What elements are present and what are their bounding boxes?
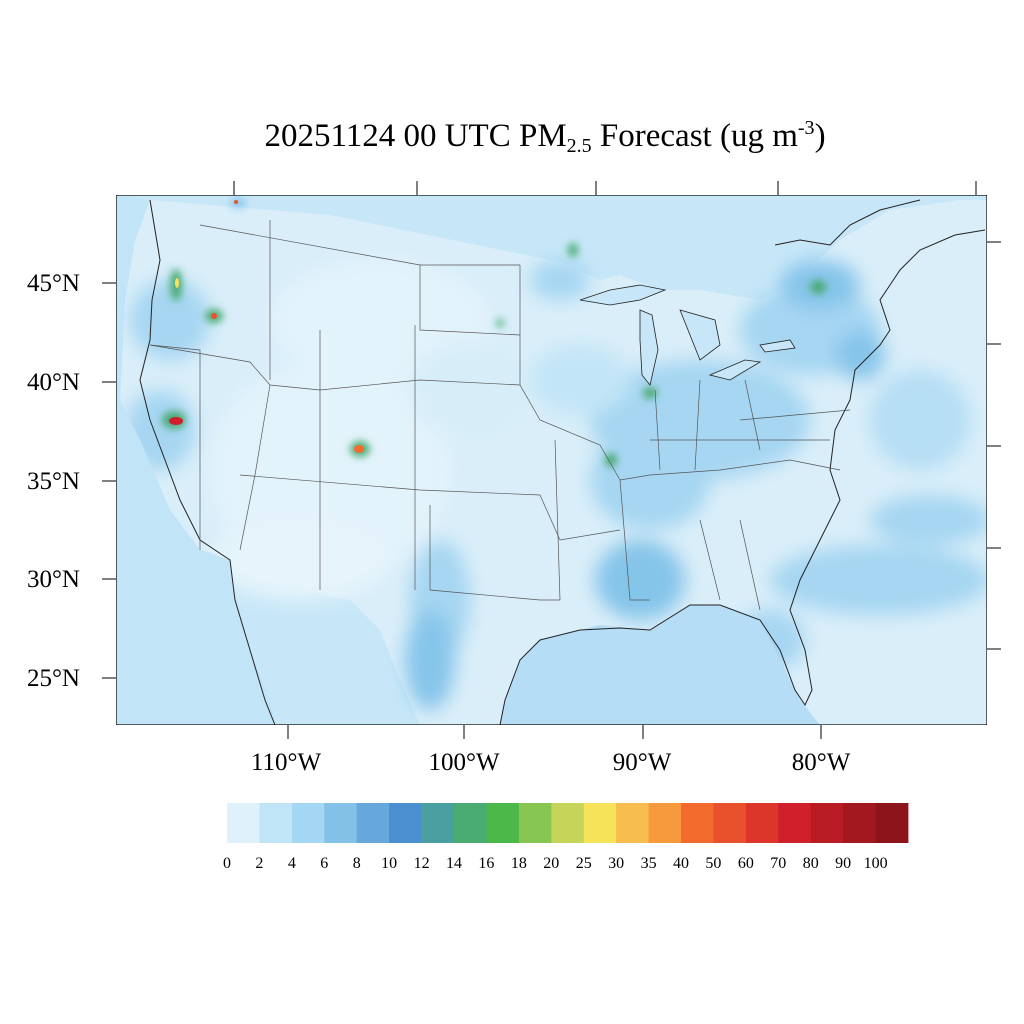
colorbar-label: 90 <box>835 855 851 872</box>
colorbar-swatch <box>713 803 747 843</box>
title-time: 00 UTC <box>403 118 511 154</box>
lat-label: 30°N <box>27 566 80 593</box>
lat-label: 45°N <box>27 270 80 297</box>
colorbar-swatch <box>648 803 682 843</box>
lat-label: 35°N <box>27 468 80 495</box>
lake-huron <box>679 309 721 361</box>
lake-superior <box>579 284 667 306</box>
colorbar-label: 16 <box>478 855 494 872</box>
longitude-labels: 110°W 100°W 90°W 80°W <box>251 749 851 776</box>
colorbar-swatch <box>518 803 552 843</box>
map-panel <box>116 195 987 725</box>
pacific-ocean <box>116 195 275 725</box>
colorbar-label: 80 <box>803 855 819 872</box>
colorbar-swatch <box>745 803 779 843</box>
colorbar-swatch <box>227 803 260 843</box>
colorbar-label: 70 <box>770 855 786 872</box>
colorbar-swatch <box>324 803 358 843</box>
map-title: 20251124 00 UTC PM2.5 Forecast (ug m-3) <box>0 118 1024 156</box>
title-pollutant-subscript: 2.5 <box>566 135 592 157</box>
colorbar-swatch <box>843 803 876 843</box>
colorbar-label: 14 <box>446 855 462 872</box>
colorbar-swatch <box>356 803 390 843</box>
colorbar-swatch <box>681 803 714 843</box>
colorbar-swatch <box>778 803 812 843</box>
colorbar-swatch <box>583 803 617 843</box>
colorbar-label: 30 <box>608 855 624 872</box>
colorbar-swatch <box>259 803 293 843</box>
colorbar-label: 18 <box>511 855 527 872</box>
colorbar-swatch <box>389 803 422 843</box>
colorbar-label: 0 <box>223 855 231 872</box>
colorbar-label: 25 <box>576 855 592 872</box>
title-pollutant: PM <box>518 118 567 154</box>
colorbar-swatch <box>454 803 487 843</box>
colorbar-swatch <box>875 803 909 843</box>
colorbar-swatch <box>551 803 585 843</box>
colorbar-swatch <box>421 803 455 843</box>
colorbar-swatch <box>616 803 649 843</box>
colorbar-label: 8 <box>353 855 361 872</box>
lon-label: 110°W <box>251 749 322 776</box>
lat-label: 40°N <box>27 369 80 396</box>
colorbar-label: 12 <box>414 855 430 872</box>
latitude-labels: 45°N 40°N 35°N 30°N 25°N <box>27 270 80 692</box>
state-borders <box>149 220 851 611</box>
coastlines <box>139 199 986 725</box>
title-date: 20251124 <box>264 118 396 154</box>
lon-label: 90°W <box>613 749 672 776</box>
colorbar-label: 6 <box>320 855 328 872</box>
colorbar-swatch <box>810 803 844 843</box>
title-units-exponent: -3 <box>797 117 815 139</box>
colorbar: 0 2 4 6 8 10 12 14 16 18 20 25 30 35 40 50 60 70 80 90 100 <box>223 803 909 872</box>
colorbar-label: 35 <box>641 855 657 872</box>
title-units-close: ) <box>814 118 826 154</box>
lake-ontario <box>759 339 796 353</box>
colorbar-label: 10 <box>381 855 397 872</box>
colorbar-label: 4 <box>288 855 296 872</box>
colorbar-label: 20 <box>543 855 559 872</box>
colorbar-label: 50 <box>705 855 721 872</box>
lat-label: 25°N <box>27 665 80 692</box>
colorbar-label: 100 <box>864 855 888 872</box>
axis-ticks <box>102 181 1001 739</box>
title-units-open: (ug m <box>719 118 798 154</box>
lon-label: 80°W <box>792 749 851 776</box>
colorbar-swatch <box>486 803 520 843</box>
gulf-of-mexico <box>500 605 820 725</box>
hotspot-cores <box>169 200 364 453</box>
colorbar-label: 2 <box>255 855 263 872</box>
lake-michigan <box>639 309 659 386</box>
lon-label: 100°W <box>428 749 499 776</box>
colorbar-label: 40 <box>673 855 689 872</box>
title-forecast: Forecast <box>599 118 712 154</box>
colorbar-swatch <box>291 803 325 843</box>
lake-erie <box>708 359 762 381</box>
colorbar-label: 60 <box>738 855 754 872</box>
